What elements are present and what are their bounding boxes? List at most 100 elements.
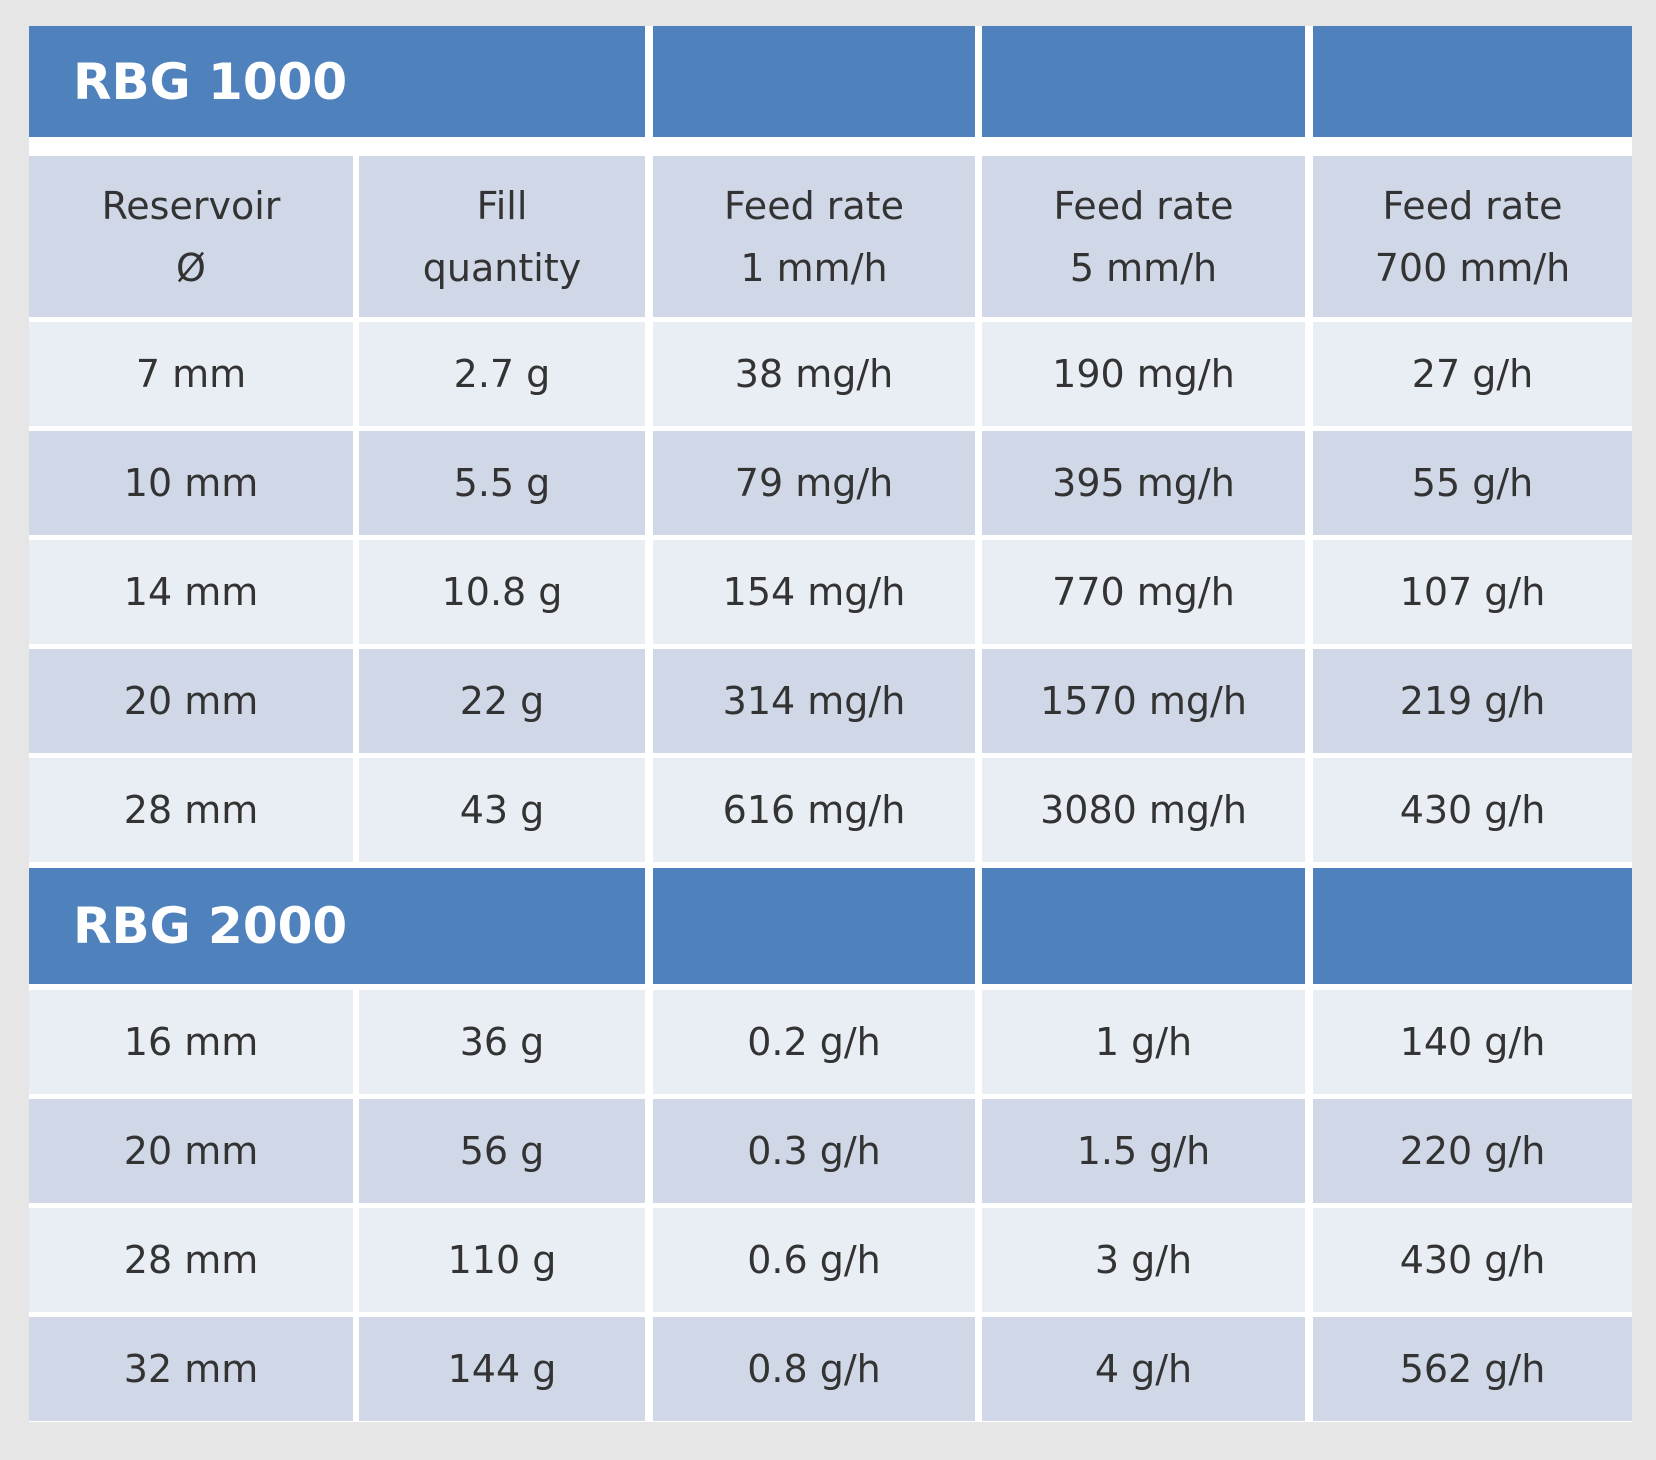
cell-text: 5 mm/h <box>1069 245 1218 290</box>
section-header-cell <box>1313 868 1632 984</box>
table-cell: 0.6 g/h <box>653 1208 975 1312</box>
table-cell: 140 g/h <box>1313 990 1632 1094</box>
cell-text: 0.3 g/h <box>747 1129 881 1173</box>
cell-text: 1.5 g/h <box>1076 1129 1211 1173</box>
section-header-cell <box>1313 26 1632 137</box>
table-cell: 110 g <box>359 1208 645 1312</box>
cell-text: 5.5 g <box>453 461 551 505</box>
table-cell: 55 g/h <box>1313 431 1632 535</box>
cell-text: Feed rate <box>1053 183 1234 228</box>
table-cell: 562 g/h <box>1313 1317 1632 1421</box>
table-cell: 27 g/h <box>1313 322 1632 426</box>
table-cell: 1.5 g/h <box>982 1099 1305 1203</box>
table-cell: 770 mg/h <box>982 540 1305 644</box>
cell-text: 110 g <box>447 1238 557 1282</box>
cell-text: 0.2 g/h <box>747 1020 881 1064</box>
table-cell: 0.8 g/h <box>653 1317 975 1421</box>
cell-text: 10.8 g <box>441 570 563 614</box>
cell-text: Feed rate <box>1382 183 1563 228</box>
cell-text: 700 mm/h <box>1374 245 1571 290</box>
cell-text: 20 mm <box>123 679 259 723</box>
cell-text: 395 mg/h <box>1052 461 1235 505</box>
cell-text: 4 g/h <box>1094 1347 1193 1391</box>
table-cell: 1 g/h <box>982 990 1305 1094</box>
table-cell: 190 mg/h <box>982 322 1305 426</box>
cell-text: 220 g/h <box>1399 1129 1546 1173</box>
table-cell: 14 mm <box>29 540 353 644</box>
cell-text: 314 mg/h <box>722 679 906 723</box>
table-cell: 144 g <box>359 1317 645 1421</box>
table-cell: 430 g/h <box>1313 758 1632 862</box>
table-cell: 107 g/h <box>1313 540 1632 644</box>
table-cell: 32 mm <box>29 1317 353 1421</box>
section-header-cell <box>653 26 975 137</box>
cell-text: 430 g/h <box>1399 1238 1546 1282</box>
table-cell: 5.5 g <box>359 431 645 535</box>
table-cell: 16 mm <box>29 990 353 1094</box>
table-cell: 154 mg/h <box>653 540 975 644</box>
section-title: RBG 1000 <box>29 26 645 137</box>
table-cell: 0.3 g/h <box>653 1099 975 1203</box>
cell-text: 562 g/h <box>1399 1347 1546 1391</box>
cell-text: Feed rate <box>724 183 904 228</box>
cell-text: 22 g <box>459 679 545 723</box>
table-cell: 43 g <box>359 758 645 862</box>
table-cell: 79 mg/h <box>653 431 975 535</box>
cell-text: 38 mg/h <box>734 352 894 396</box>
cell-text: 20 mm <box>123 1129 259 1173</box>
table-cell: 219 g/h <box>1313 649 1632 753</box>
table-cell: 2.7 g <box>359 322 645 426</box>
cell-text: 3 g/h <box>1094 1238 1193 1282</box>
table-cell: 4 g/h <box>982 1317 1305 1421</box>
cell-text: 43 g <box>459 788 545 832</box>
cell-text: 3080 mg/h <box>1040 788 1247 832</box>
table-cell: 395 mg/h <box>982 431 1305 535</box>
section-header-cell <box>653 868 975 984</box>
table-cell: 28 mm <box>29 758 353 862</box>
table-cell: 22 g <box>359 649 645 753</box>
cell-text: 0.6 g/h <box>747 1238 881 1282</box>
column-header: Feed rate 700 mm/h <box>1313 156 1632 317</box>
cell-text: 154 mg/h <box>722 570 906 614</box>
cell-text: 32 mm <box>123 1347 259 1391</box>
cell-text: 7 mm <box>135 352 247 396</box>
table-cell: 1570 mg/h <box>982 649 1305 753</box>
section-title: RBG 2000 <box>29 868 645 984</box>
cell-text: 14 mm <box>123 570 259 614</box>
column-header: Fill quantity <box>359 156 645 317</box>
cell-text: 56 g <box>459 1129 545 1173</box>
section-header-cell <box>982 26 1305 137</box>
cell-text: 27 g/h <box>1411 352 1534 396</box>
cell-text: RBG 1000 <box>73 52 348 111</box>
cell-text: 1 mm/h <box>740 245 888 290</box>
table-cell: 3080 mg/h <box>982 758 1305 862</box>
cell-text: 430 g/h <box>1399 788 1546 832</box>
cell-text: 144 g <box>447 1347 557 1391</box>
cell-text: 10 mm <box>123 461 259 505</box>
cell-text: Fill <box>476 183 528 228</box>
cell-text: 770 mg/h <box>1052 570 1235 614</box>
cell-text: 219 g/h <box>1399 679 1546 723</box>
cell-text: 28 mm <box>123 1238 259 1282</box>
table-cell: 10.8 g <box>359 540 645 644</box>
cell-text: quantity <box>422 245 582 290</box>
cell-text: RBG 2000 <box>73 897 348 955</box>
cell-text: 1570 mg/h <box>1040 679 1247 723</box>
cell-text: 2.7 g <box>453 352 551 396</box>
table-cell: 616 mg/h <box>653 758 975 862</box>
cell-text: 0.8 g/h <box>747 1347 881 1391</box>
table-cell: 38 mg/h <box>653 322 975 426</box>
cell-text: 616 mg/h <box>722 788 906 832</box>
table-cell: 3 g/h <box>982 1208 1305 1312</box>
table-cell: 220 g/h <box>1313 1099 1632 1203</box>
cell-text: 28 mm <box>123 788 259 832</box>
cell-text: 107 g/h <box>1399 570 1546 614</box>
column-header: Reservoir Ø <box>29 156 353 317</box>
cell-text: 190 mg/h <box>1052 352 1235 396</box>
cell-text: 55 g/h <box>1411 461 1534 505</box>
table-cell: 20 mm <box>29 649 353 753</box>
table-cell: 7 mm <box>29 322 353 426</box>
table-cell: 430 g/h <box>1313 1208 1632 1312</box>
table-cell: 36 g <box>359 990 645 1094</box>
